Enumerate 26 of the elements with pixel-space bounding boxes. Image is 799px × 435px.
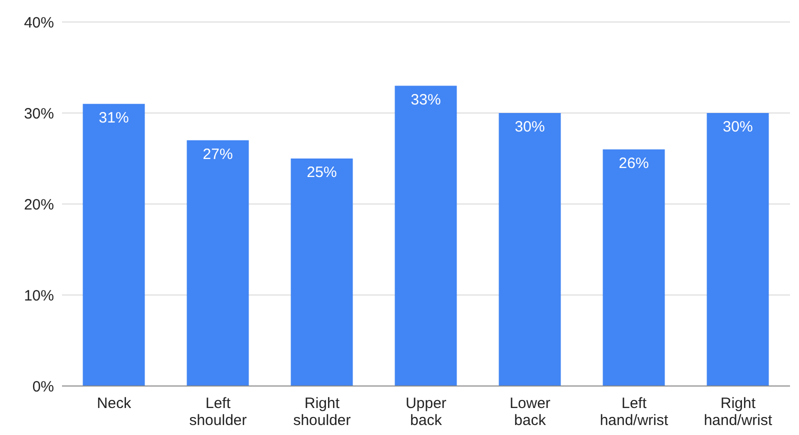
bar <box>82 104 145 386</box>
x-tick-label: Lower back <box>510 395 550 429</box>
data-label: 25% <box>306 164 337 182</box>
data-label: 26% <box>618 155 649 172</box>
bar <box>602 149 665 386</box>
bar <box>498 113 561 386</box>
y-tick-label: 20% <box>24 196 54 214</box>
bar <box>706 113 769 386</box>
x-tick-label: Right hand/wrist <box>704 395 774 429</box>
x-tick-label: Left shoulder <box>189 395 247 429</box>
data-label: 33% <box>410 91 441 108</box>
data-label: 27% <box>202 146 233 163</box>
bar <box>394 86 457 386</box>
bar <box>290 158 353 386</box>
data-label: 30% <box>722 118 753 136</box>
data-label: 30% <box>514 118 545 136</box>
y-tick-label: 40% <box>24 14 54 32</box>
bar <box>186 140 249 386</box>
x-tick-label: Left hand/wrist <box>600 395 670 429</box>
y-tick-label: 0% <box>32 378 54 396</box>
y-tick-label: 30% <box>24 105 54 122</box>
y-tick-label: 10% <box>24 287 54 304</box>
data-label: 31% <box>98 110 129 127</box>
x-tick-label: Upper back <box>406 395 446 429</box>
x-tick-label: Neck <box>96 395 132 412</box>
x-tick-label: Right shoulder <box>293 395 351 429</box>
